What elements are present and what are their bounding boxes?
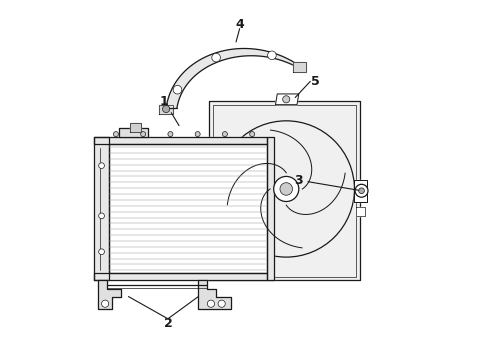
Circle shape bbox=[222, 132, 227, 136]
Polygon shape bbox=[209, 101, 360, 280]
Circle shape bbox=[280, 183, 293, 195]
Text: 5: 5 bbox=[311, 75, 319, 88]
Polygon shape bbox=[166, 49, 299, 108]
Polygon shape bbox=[95, 137, 109, 280]
Circle shape bbox=[113, 132, 119, 136]
Circle shape bbox=[218, 121, 354, 257]
Circle shape bbox=[168, 132, 173, 136]
Circle shape bbox=[173, 85, 182, 94]
Text: 4: 4 bbox=[235, 18, 244, 31]
Polygon shape bbox=[109, 144, 267, 273]
Circle shape bbox=[98, 249, 104, 255]
Text: 3: 3 bbox=[294, 174, 359, 190]
Circle shape bbox=[98, 163, 104, 168]
Polygon shape bbox=[98, 280, 122, 309]
Circle shape bbox=[218, 300, 225, 307]
Circle shape bbox=[207, 300, 215, 307]
Polygon shape bbox=[294, 62, 306, 72]
Circle shape bbox=[163, 105, 170, 113]
Circle shape bbox=[250, 132, 255, 136]
Polygon shape bbox=[267, 137, 274, 280]
Polygon shape bbox=[354, 180, 367, 202]
Circle shape bbox=[268, 51, 276, 60]
Circle shape bbox=[195, 132, 200, 136]
Circle shape bbox=[212, 53, 220, 62]
Circle shape bbox=[101, 300, 109, 307]
Text: 2: 2 bbox=[164, 317, 172, 330]
Polygon shape bbox=[95, 137, 267, 144]
Circle shape bbox=[355, 184, 368, 197]
Circle shape bbox=[283, 96, 290, 103]
Circle shape bbox=[359, 188, 365, 194]
Polygon shape bbox=[198, 280, 231, 309]
Polygon shape bbox=[95, 273, 267, 280]
Polygon shape bbox=[159, 105, 173, 114]
Polygon shape bbox=[275, 94, 299, 105]
Circle shape bbox=[274, 176, 299, 202]
Text: 1: 1 bbox=[160, 95, 179, 126]
Polygon shape bbox=[120, 128, 148, 137]
Circle shape bbox=[141, 132, 146, 136]
Polygon shape bbox=[130, 123, 141, 132]
Circle shape bbox=[98, 213, 104, 219]
Polygon shape bbox=[356, 207, 365, 216]
